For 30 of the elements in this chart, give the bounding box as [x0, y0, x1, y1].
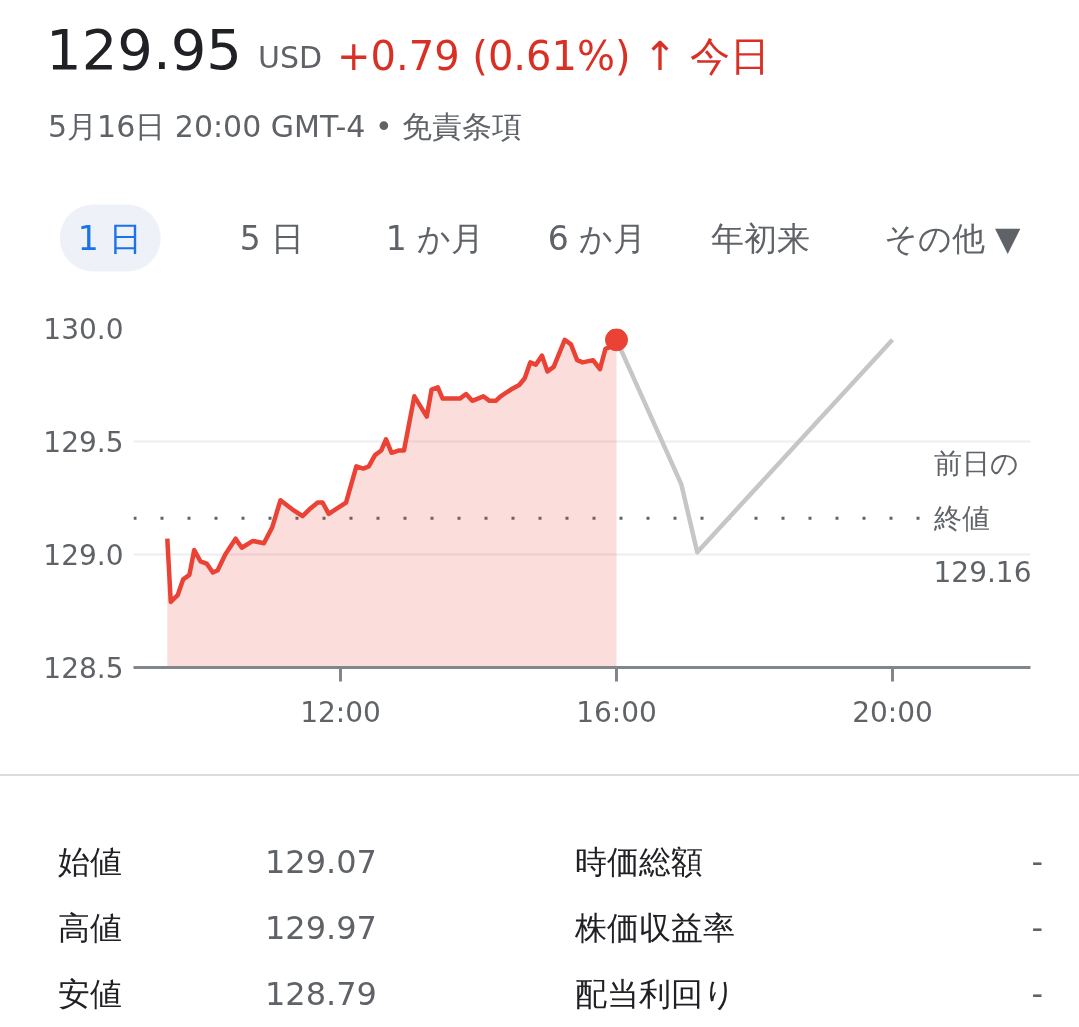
y-tick-label: 130.0: [43, 313, 124, 346]
text: 5 日: [239, 218, 305, 258]
chart-title: 129.95: [46, 17, 242, 82]
text: 129.07: [265, 843, 377, 881]
text: -: [1031, 909, 1043, 947]
text: USD: [258, 40, 323, 75]
ref-line-label: 前日の終値 129.16: [932, 447, 1032, 590]
text: 年初来: [710, 218, 810, 258]
text: その他 ▼: [883, 218, 1021, 258]
x-tick-label: 12:00: [300, 695, 381, 729]
y-tick-label: 128.5: [43, 652, 124, 685]
text: 高値: [58, 909, 122, 947]
text: 時価総額: [575, 843, 703, 881]
text: 6 か月: [547, 218, 647, 258]
x-tick-label: 20:00: [852, 695, 933, 729]
text: 129.97: [265, 909, 377, 947]
text: -: [1031, 843, 1043, 881]
text: 1 か月: [385, 218, 485, 258]
chart-subtitle: 5月16日 20:00 GMT-4 • 免責条項: [48, 109, 523, 144]
text: 始値: [58, 843, 122, 881]
text: 安値: [58, 975, 122, 1013]
text: 128.79: [265, 975, 377, 1013]
text: 1 日: [59, 204, 161, 272]
text: -: [1031, 975, 1043, 1013]
text: +0.79 (0.61%) ↑ 今日: [337, 33, 770, 79]
text: 株価収益率: [575, 909, 735, 947]
y-tick-label: 129.0: [43, 539, 124, 572]
y-tick-label: 129.5: [43, 426, 124, 459]
x-tick-label: 16:00: [576, 695, 657, 729]
text: 配当利回り: [575, 975, 736, 1013]
